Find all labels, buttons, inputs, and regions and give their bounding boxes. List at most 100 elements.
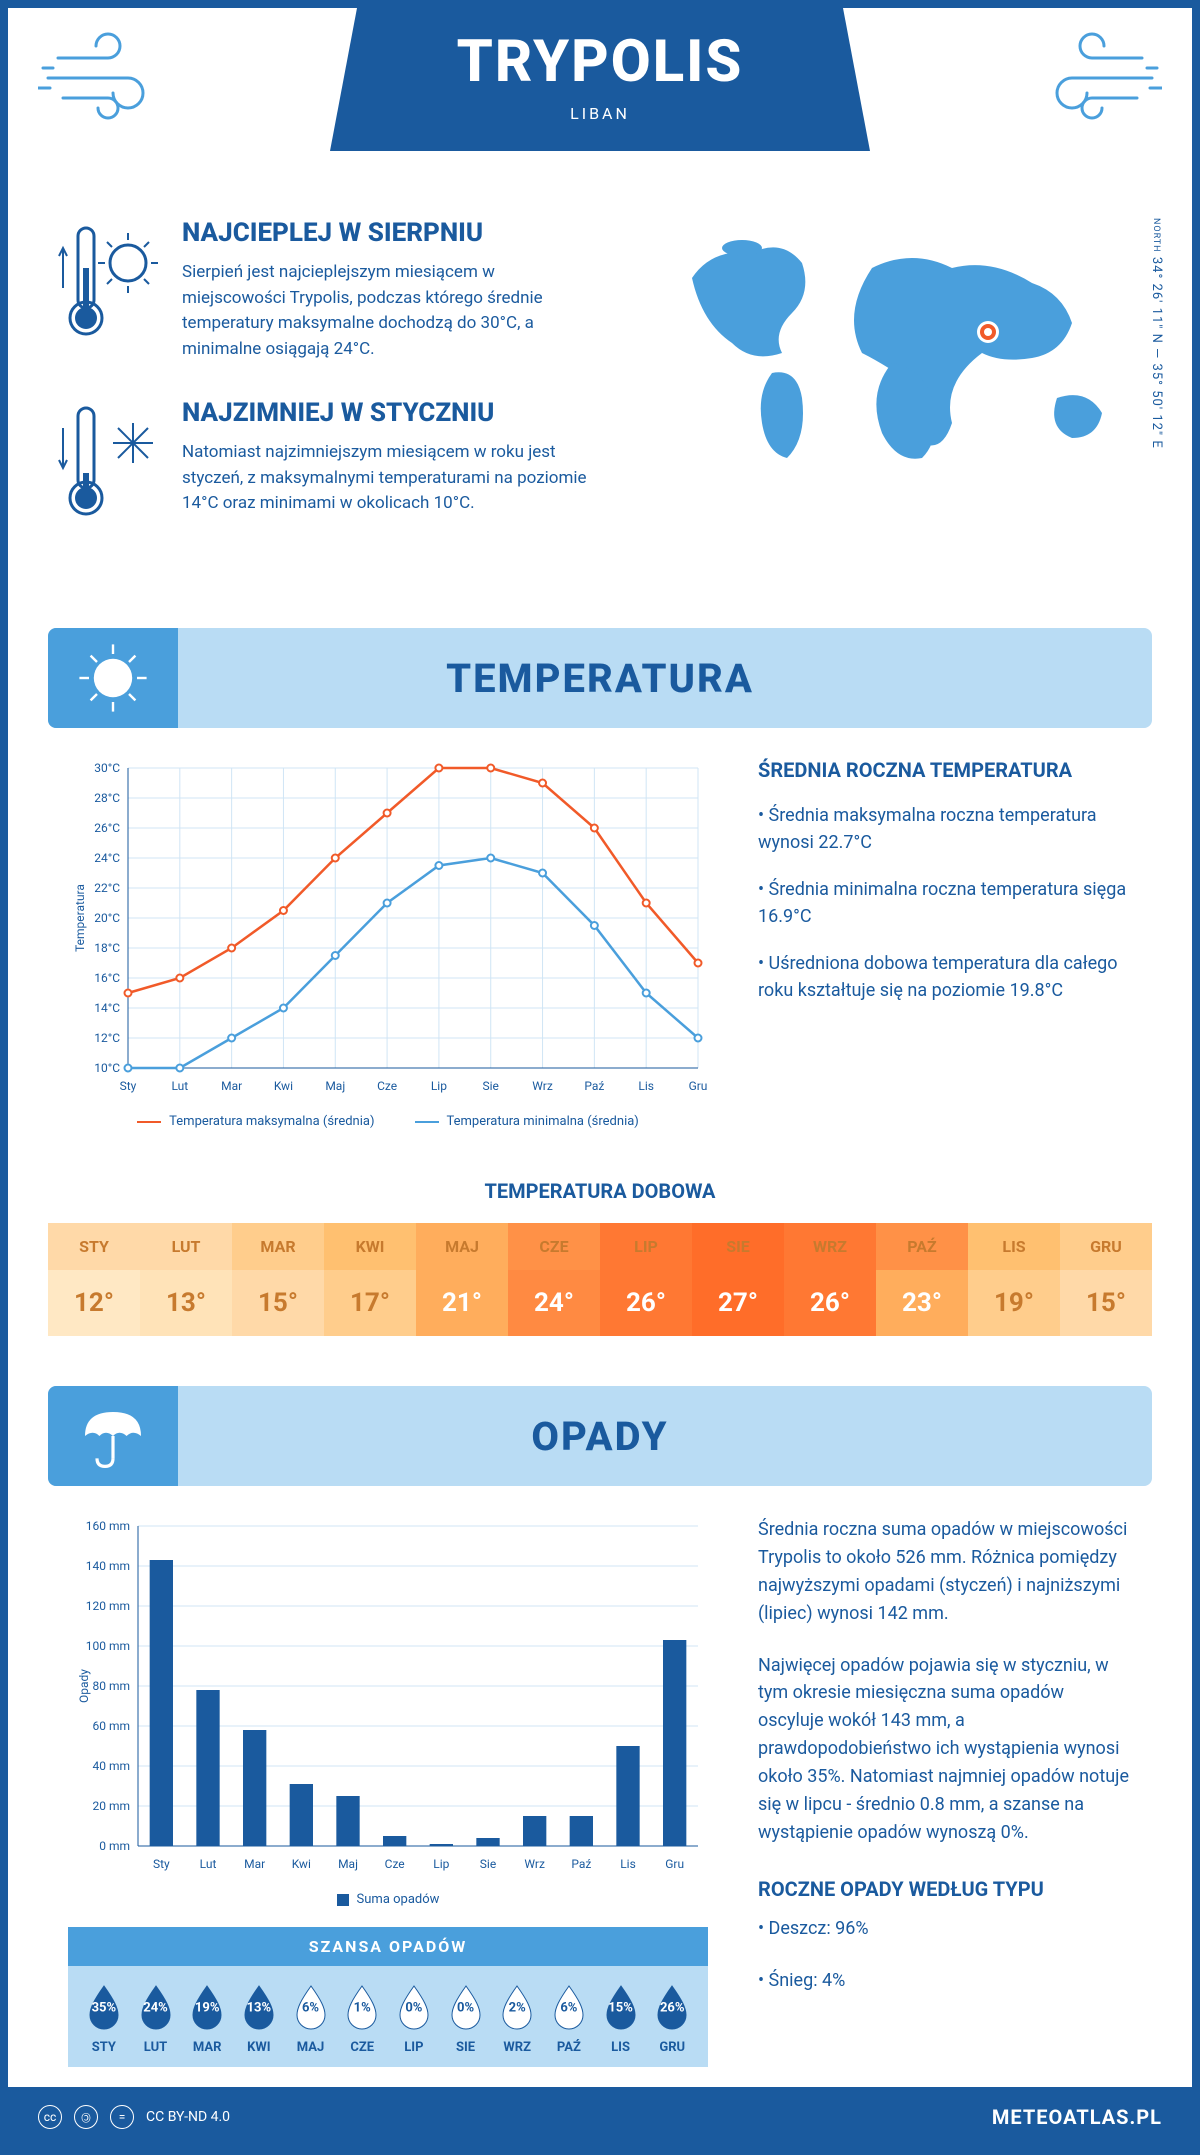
svg-text:Cze: Cze bbox=[385, 1857, 405, 1871]
temp-col: MAJ 21° bbox=[416, 1223, 508, 1336]
drop-icon: 0% bbox=[394, 1982, 434, 2030]
temp-col: STY 12° bbox=[48, 1223, 140, 1336]
precip-type-title: ROCZNE OPADY WEDŁUG TYPU bbox=[758, 1877, 1132, 1901]
svg-text:18°C: 18°C bbox=[94, 941, 120, 955]
chance-col: 26% GRU bbox=[646, 1982, 698, 2055]
svg-text:Cze: Cze bbox=[377, 1079, 397, 1093]
drop-icon: 2% bbox=[497, 1982, 537, 2030]
title-banner: TRYPOLIS LIBAN bbox=[330, 8, 870, 151]
svg-text:Mar: Mar bbox=[221, 1079, 242, 1093]
temp-col: PAŹ 23° bbox=[876, 1223, 968, 1336]
daily-temp-title: TEMPERATURA DOBOWA bbox=[8, 1179, 1192, 1203]
drop-icon: 24% bbox=[136, 1982, 176, 2030]
svg-text:0 mm: 0 mm bbox=[99, 1839, 130, 1853]
svg-text:Temperatura: Temperatura bbox=[73, 884, 87, 952]
temp-col: MAR 15° bbox=[232, 1223, 324, 1336]
cold-thermometer-icon bbox=[58, 398, 158, 542]
chance-col: 15% LIS bbox=[595, 1982, 647, 2055]
svg-text:Gru: Gru bbox=[689, 1079, 708, 1093]
svg-text:28°C: 28°C bbox=[94, 791, 120, 805]
svg-text:20 mm: 20 mm bbox=[92, 1799, 130, 1813]
header: TRYPOLIS LIBAN bbox=[8, 8, 1192, 188]
svg-text:Mar: Mar bbox=[244, 1857, 265, 1871]
chance-table: SZANSA OPADÓW 35% STY 24% LUT 19% MAR 13… bbox=[68, 1927, 708, 2067]
site-name: METEOATLAS.PL bbox=[992, 2105, 1162, 2129]
chance-col: 24% LUT bbox=[130, 1982, 182, 2055]
svg-text:Wrz: Wrz bbox=[532, 1079, 553, 1093]
svg-text:Sty: Sty bbox=[120, 1079, 137, 1093]
precip-legend: Suma opadów bbox=[68, 1892, 708, 1907]
license-text: CC BY-ND 4.0 bbox=[146, 2109, 230, 2125]
city-title: TRYPOLIS bbox=[330, 28, 870, 96]
temperature-chart: 10°C12°C14°C16°C18°C20°C22°C24°C26°C28°C… bbox=[68, 758, 708, 1129]
svg-text:Gru: Gru bbox=[665, 1857, 684, 1871]
temperature-header: TEMPERATURA bbox=[48, 628, 1152, 728]
temp-col: SIE 27° bbox=[692, 1223, 784, 1336]
svg-text:Lut: Lut bbox=[200, 1857, 217, 1871]
hot-text: Sierpień jest najcieplejszym miesiącem w… bbox=[182, 260, 602, 362]
chance-col: 2% WRZ bbox=[491, 1982, 543, 2055]
drop-icon: 13% bbox=[239, 1982, 279, 2030]
drop-icon: 26% bbox=[652, 1982, 692, 2030]
cold-title: NAJZIMNIEJ W STYCZNIU bbox=[182, 398, 602, 428]
svg-text:26°C: 26°C bbox=[94, 821, 120, 835]
temp-col: LIS 19° bbox=[968, 1223, 1060, 1336]
precip-summary: Średnia roczna suma opadów w miejscowośc… bbox=[758, 1516, 1132, 2067]
drop-icon: 15% bbox=[601, 1982, 641, 2030]
svg-text:Maj: Maj bbox=[338, 1857, 358, 1871]
svg-text:Kwi: Kwi bbox=[274, 1079, 293, 1093]
svg-text:Paź: Paź bbox=[584, 1079, 604, 1093]
intro-section: NAJCIEPLEJ W SIERPNIU Sierpień jest najc… bbox=[8, 188, 1192, 618]
chance-col: 13% KWI bbox=[233, 1982, 285, 2055]
svg-text:Opady: Opady bbox=[77, 1669, 91, 1703]
svg-text:Maj: Maj bbox=[325, 1079, 345, 1093]
umbrella-icon bbox=[48, 1386, 178, 1486]
svg-text:14°C: 14°C bbox=[94, 1001, 120, 1015]
cold-text: Natomiast najzimniejszym miesiącem w rok… bbox=[182, 440, 602, 517]
precip-title: OPADY bbox=[531, 1413, 668, 1460]
svg-text:100 mm: 100 mm bbox=[86, 1639, 130, 1653]
svg-text:Lip: Lip bbox=[431, 1079, 447, 1093]
by-icon: 🄯 bbox=[74, 2105, 98, 2129]
svg-text:Sie: Sie bbox=[480, 1857, 496, 1871]
temp-col: LIP 26° bbox=[600, 1223, 692, 1336]
drop-icon: 6% bbox=[291, 1982, 331, 2030]
svg-text:Lip: Lip bbox=[433, 1857, 449, 1871]
svg-text:Lut: Lut bbox=[171, 1079, 188, 1093]
svg-text:24°C: 24°C bbox=[94, 851, 120, 865]
svg-text:Lis: Lis bbox=[638, 1079, 654, 1093]
svg-text:Kwi: Kwi bbox=[292, 1857, 311, 1871]
svg-text:Sty: Sty bbox=[153, 1857, 170, 1871]
temp-col: LUT 13° bbox=[140, 1223, 232, 1336]
chance-col: 0% SIE bbox=[440, 1982, 492, 2055]
precip-chart: 0 mm20 mm40 mm60 mm80 mm100 mm120 mm140 … bbox=[68, 1516, 708, 2067]
svg-text:30°C: 30°C bbox=[94, 761, 120, 775]
hot-title: NAJCIEPLEJ W SIERPNIU bbox=[182, 218, 602, 248]
cc-icon: cc bbox=[38, 2105, 62, 2129]
wind-icon bbox=[1032, 28, 1162, 128]
svg-text:Lis: Lis bbox=[620, 1857, 636, 1871]
chance-col: 6% MAJ bbox=[285, 1982, 337, 2055]
svg-text:80 mm: 80 mm bbox=[92, 1679, 130, 1693]
chance-col: 1% CZE bbox=[336, 1982, 388, 2055]
svg-text:160 mm: 160 mm bbox=[86, 1519, 130, 1533]
drop-icon: 1% bbox=[342, 1982, 382, 2030]
wind-icon bbox=[38, 28, 168, 128]
coldest-block: NAJZIMNIEJ W STYCZNIU Natomiast najzimni… bbox=[58, 398, 602, 542]
temp-col: WRZ 26° bbox=[784, 1223, 876, 1336]
svg-text:20°C: 20°C bbox=[94, 911, 120, 925]
temp-col: KWI 17° bbox=[324, 1223, 416, 1336]
temp-title: TEMPERATURA bbox=[446, 655, 754, 702]
hottest-block: NAJCIEPLEJ W SIERPNIU Sierpień jest najc… bbox=[58, 218, 602, 362]
sun-icon bbox=[48, 628, 178, 728]
svg-text:60 mm: 60 mm bbox=[92, 1719, 130, 1733]
chance-col: 35% STY bbox=[78, 1982, 130, 2055]
footer: cc 🄯 = CC BY-ND 4.0 METEOATLAS.PL bbox=[8, 2087, 1192, 2147]
svg-text:Sie: Sie bbox=[483, 1079, 499, 1093]
svg-text:12°C: 12°C bbox=[94, 1031, 120, 1045]
temp-col: CZE 24° bbox=[508, 1223, 600, 1336]
precip-header: OPADY bbox=[48, 1386, 1152, 1486]
svg-text:16°C: 16°C bbox=[94, 971, 120, 985]
country-subtitle: LIBAN bbox=[330, 104, 870, 123]
drop-icon: 19% bbox=[187, 1982, 227, 2030]
